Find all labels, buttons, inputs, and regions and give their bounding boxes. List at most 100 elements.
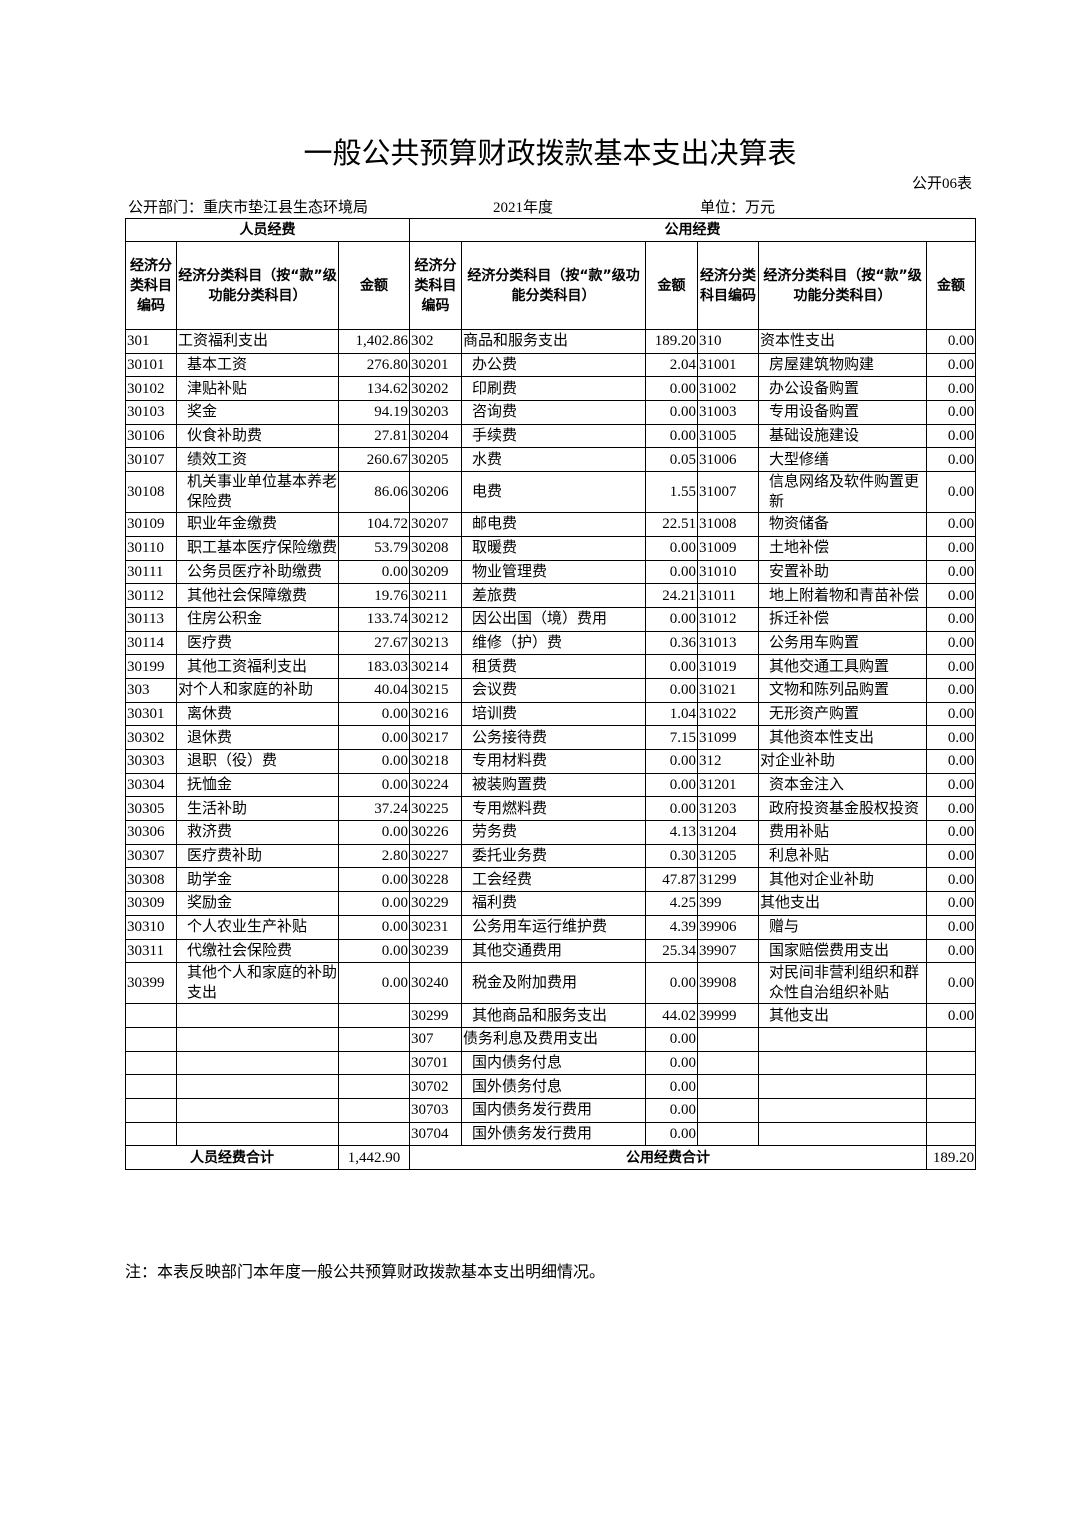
code bbox=[697, 1074, 760, 1099]
code: 30229 bbox=[409, 891, 463, 916]
code: 30228 bbox=[409, 867, 463, 893]
code: 30704 bbox=[409, 1121, 463, 1147]
amount: 0.00 bbox=[645, 1026, 699, 1052]
item-name: 无形资产购置 bbox=[758, 701, 928, 727]
code: 30113 bbox=[125, 606, 177, 632]
amount: 0.00 bbox=[926, 1003, 977, 1028]
amount: 0.00 bbox=[926, 559, 977, 585]
code: 30304 bbox=[125, 772, 177, 798]
amount: 0.00 bbox=[337, 938, 411, 964]
code: 30303 bbox=[125, 749, 177, 774]
item-name: 办公设备购置 bbox=[758, 376, 928, 402]
note: 注：本表反映部门本年度一般公共预算财政拨款基本支出明细情况。 bbox=[125, 1264, 606, 1281]
code: 31203 bbox=[697, 796, 760, 822]
amount: 1.04 bbox=[645, 701, 699, 727]
amount: 0.00 bbox=[926, 891, 977, 916]
item-name: 差旅费 bbox=[461, 583, 647, 608]
amount: 4.39 bbox=[645, 914, 699, 940]
item-name: 取暖费 bbox=[461, 535, 647, 561]
code: 30703 bbox=[409, 1097, 463, 1123]
code: 30108 bbox=[125, 471, 177, 514]
total-row: 人员经费合计 1,442.90 公用经费合计 189.20 bbox=[125, 1145, 977, 1170]
item-name: 印刷费 bbox=[461, 376, 647, 402]
amount: 0.00 bbox=[645, 772, 699, 798]
amount: 0.00 bbox=[926, 471, 977, 514]
item-name: 个人农业生产补贴 bbox=[176, 914, 339, 940]
code: 30114 bbox=[125, 630, 177, 656]
total-label: 公用经费合计 bbox=[409, 1145, 928, 1170]
code: 31205 bbox=[697, 843, 760, 869]
data-row: 30701 国内债务付息 0.00 bbox=[125, 1050, 977, 1076]
amount: 0.00 bbox=[337, 559, 411, 585]
item-name: 土地补偿 bbox=[758, 535, 928, 561]
code: 312 bbox=[697, 749, 760, 774]
amount bbox=[337, 1026, 411, 1052]
item-name: 培训费 bbox=[461, 701, 647, 727]
data-row: 30299 其他商品和服务支出 44.02 39999 其他支出 0.00 bbox=[125, 1003, 977, 1028]
amount: 86.06 bbox=[337, 471, 411, 514]
code: 303 bbox=[125, 677, 177, 703]
code: 30308 bbox=[125, 867, 177, 893]
item-name: 其他个人和家庭的补助支出 bbox=[176, 962, 339, 1005]
code: 30307 bbox=[125, 843, 177, 869]
item-name: 离休费 bbox=[176, 701, 339, 727]
amount: 27.67 bbox=[337, 630, 411, 656]
code: 302 bbox=[409, 329, 463, 354]
item-name: 对个人和家庭的补助 bbox=[176, 677, 339, 703]
amount bbox=[337, 1121, 411, 1147]
code: 30209 bbox=[409, 559, 463, 585]
data-row: 30199 其他工资福利支出 183.03 30214 租赁费 0.00 31019 其他交通… bbox=[125, 654, 977, 679]
item-name: 其他对企业补助 bbox=[758, 867, 928, 893]
amount: 27.81 bbox=[337, 423, 411, 449]
amount: 0.00 bbox=[926, 606, 977, 632]
amount: 0.05 bbox=[645, 447, 699, 473]
code: 30211 bbox=[409, 583, 463, 608]
amount: 0.00 bbox=[645, 749, 699, 774]
code: 31021 bbox=[697, 677, 760, 703]
code: 31013 bbox=[697, 630, 760, 656]
amount: 7.15 bbox=[645, 725, 699, 750]
amount: 0.00 bbox=[926, 867, 977, 893]
item-name: 水费 bbox=[461, 447, 647, 473]
amount: 0.00 bbox=[645, 796, 699, 822]
code: 31002 bbox=[697, 376, 760, 402]
amount: 0.00 bbox=[926, 447, 977, 473]
item-name: 电费 bbox=[461, 471, 647, 514]
item-name: 其他社会保障缴费 bbox=[176, 583, 339, 608]
code: 30240 bbox=[409, 962, 463, 1005]
item-name: 委托业务费 bbox=[461, 843, 647, 869]
column-header: 金额 bbox=[645, 241, 699, 330]
data-row: 30305 生活补助 37.24 30225 专用燃料费 0.00 31203 政府投资基金股… bbox=[125, 796, 977, 822]
item-name: 会议费 bbox=[461, 677, 647, 703]
amount: 0.00 bbox=[645, 423, 699, 449]
code: 307 bbox=[409, 1026, 463, 1052]
amount bbox=[926, 1097, 977, 1123]
amount: 0.00 bbox=[926, 914, 977, 940]
data-row: 30103 奖金 94.19 30203 咨询费 0.00 31003 专用设备购置 0.00 bbox=[125, 400, 977, 425]
data-row: 30110 职工基本医疗保险缴费 53.79 30208 取暖费 0.00 31009 土地补… bbox=[125, 535, 977, 561]
year: 2021年度 bbox=[493, 200, 554, 216]
code bbox=[125, 1003, 177, 1028]
item-name: 机关事业单位基本养老保险费 bbox=[176, 471, 339, 514]
code: 30231 bbox=[409, 914, 463, 940]
item-name: 税金及附加费用 bbox=[461, 962, 647, 1005]
code: 30216 bbox=[409, 701, 463, 727]
item-name: 物业管理费 bbox=[461, 559, 647, 585]
code bbox=[697, 1097, 760, 1123]
unit: 单位：万元 bbox=[700, 200, 776, 216]
column-header: 经济分类科目编码 bbox=[409, 241, 463, 330]
data-row: 30303 退职（役）费 0.00 30218 专用材料费 0.00 312 对企业补助 0.0… bbox=[125, 749, 977, 774]
column-header: 经济分类科目编码 bbox=[697, 241, 760, 330]
data-row: 30704 国外债务发行费用 0.00 bbox=[125, 1121, 977, 1147]
item-name: 基础设施建设 bbox=[758, 423, 928, 449]
code: 31007 bbox=[697, 471, 760, 514]
item-name: 绩效工资 bbox=[176, 447, 339, 473]
amount: 0.00 bbox=[337, 914, 411, 940]
amount: 0.00 bbox=[645, 1097, 699, 1123]
amount: 183.03 bbox=[337, 654, 411, 679]
code: 31009 bbox=[697, 535, 760, 561]
amount: 44.02 bbox=[645, 1003, 699, 1028]
amount: 0.00 bbox=[645, 535, 699, 561]
item-name: 救济费 bbox=[176, 820, 339, 845]
amount: 25.34 bbox=[645, 938, 699, 964]
